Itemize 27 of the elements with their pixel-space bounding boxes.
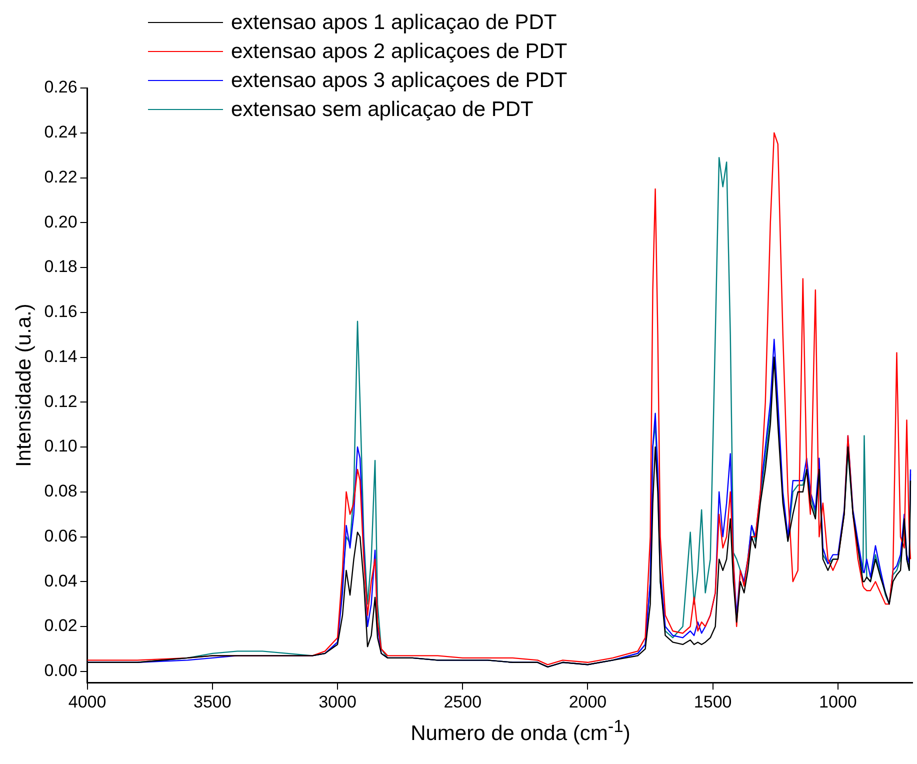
y-tick-label: 0.02 (44, 616, 78, 636)
x-axis-title: Numero de onda (cm$^{-1}$) (410, 716, 632, 746)
legend-label: extensao apos 3 aplicaçoes de PDT (231, 68, 568, 94)
x-tick-label: 2000 (568, 692, 607, 712)
y-tick-label: 0.24 (44, 122, 78, 142)
y-tick-label: 0.18 (44, 257, 78, 276)
y-tick-label: 0.20 (44, 212, 78, 232)
x-tick-label: 3000 (318, 692, 356, 712)
y-tick-label: 0.12 (44, 392, 78, 411)
y-tick-label: 0.14 (44, 346, 78, 366)
legend-label: extensao apos 2 aplicaçoes de PDT (231, 39, 568, 65)
y-tick-label: 0.08 (44, 482, 78, 501)
legend-label: extensao sem aplicaçao de PDT (231, 97, 534, 123)
x-tick-label: 2500 (444, 692, 482, 712)
legend-label: extensao apos 1 aplicaçao de PDT (231, 10, 557, 36)
y-tick-label: 0.26 (44, 78, 78, 97)
x-tick-label: 1500 (694, 692, 732, 712)
x-tick-label: 4000 (68, 692, 106, 712)
y-tick-label: 0.00 (44, 661, 78, 680)
y-tick-label: 0.22 (44, 167, 78, 186)
x-tick-label: 3500 (193, 692, 232, 712)
x-tick-label: 1000 (819, 692, 857, 712)
y-axis-title: Intensidade (u.a.) (12, 304, 36, 468)
y-tick-label: 0.16 (44, 302, 78, 322)
y-tick-label: 0.06 (44, 526, 78, 546)
y-tick-label: 0.04 (44, 571, 78, 590)
y-tick-label: 0.10 (44, 436, 78, 456)
